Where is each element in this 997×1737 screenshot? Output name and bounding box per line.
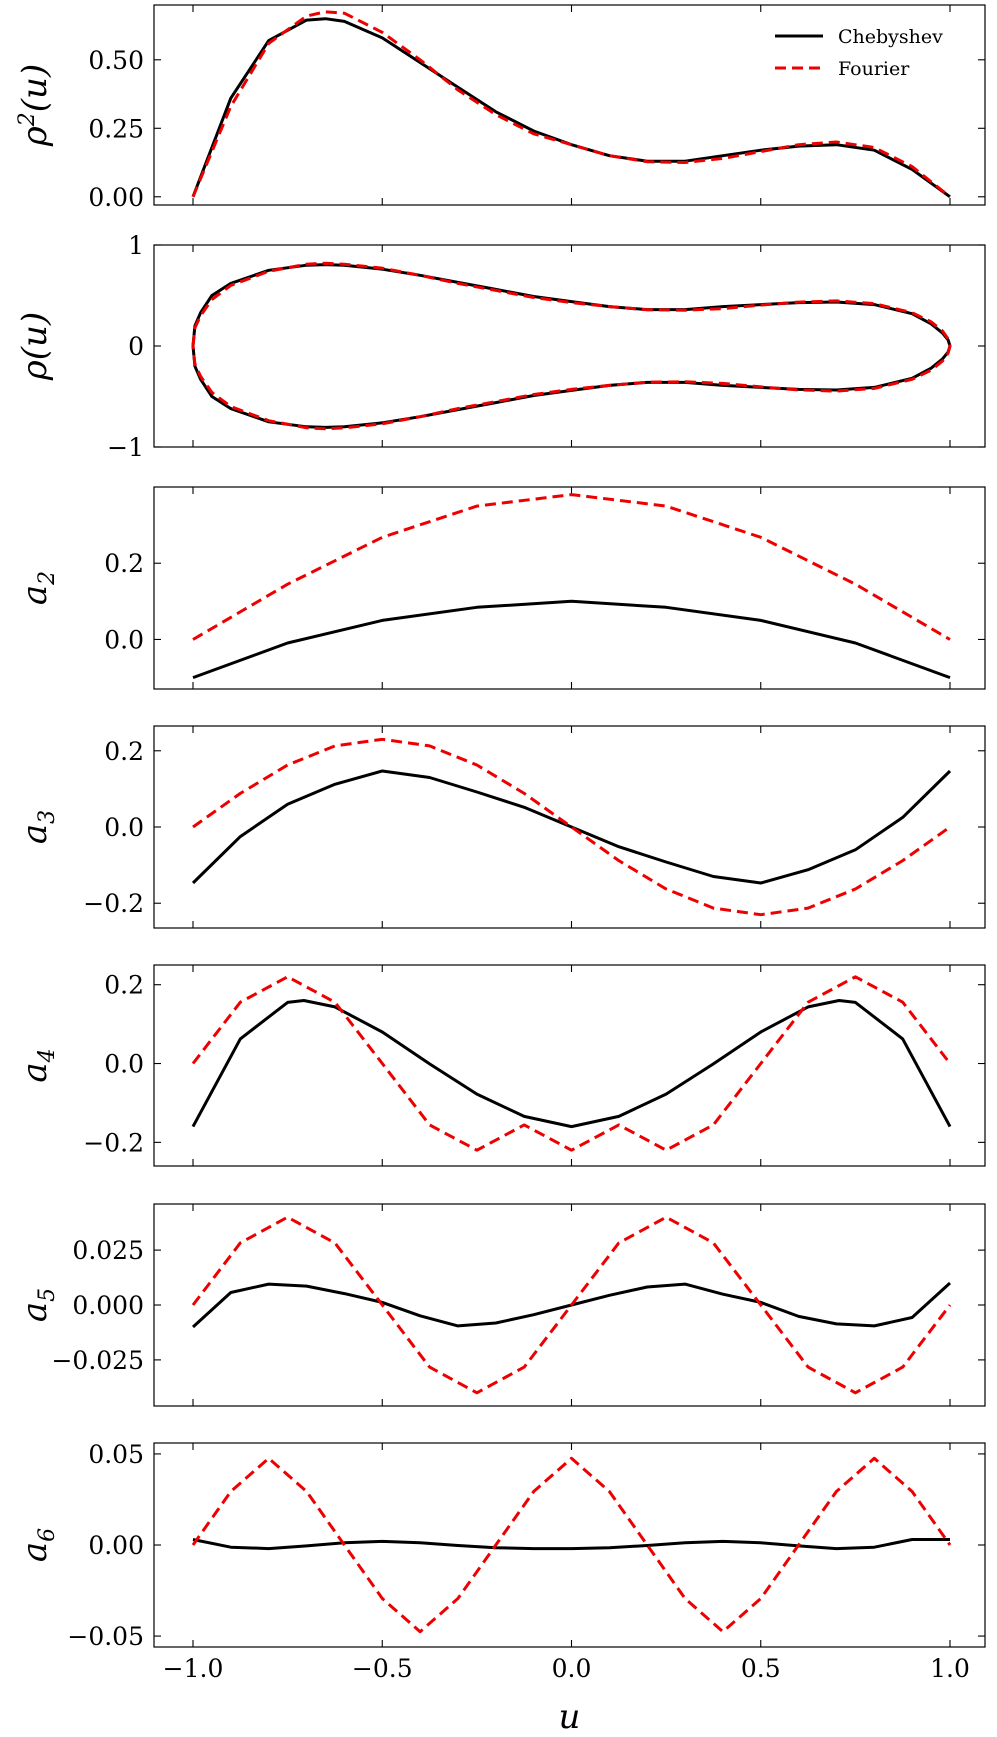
chebyshev-series-line (191, 999, 952, 1129)
chebyshev-series-line (192, 1538, 950, 1551)
panel-frame (153, 964, 986, 1167)
fourier-series-line (191, 10, 951, 198)
panel-a3: −0.2 0.0 0.2 a3 (15, 725, 986, 929)
y-tick-label: 0.2 (104, 737, 144, 766)
y-tick-label: 0.0 (104, 625, 144, 654)
y-tick-label: 0.50 (88, 46, 144, 75)
y-axis-label-argument: (u) (15, 312, 55, 360)
y-axis-label: a5 (15, 1288, 60, 1322)
y-axis-label-main: ρ (15, 126, 55, 147)
y-tick-label: 0.025 (72, 1236, 144, 1265)
y-axis-label: a2 (15, 571, 60, 605)
x-tick-label: 1.0 (930, 1654, 970, 1683)
fourier-series-line (191, 1215, 952, 1395)
panel-frame (153, 1442, 986, 1648)
y-axis-label-subscript: 4 (35, 1048, 60, 1063)
y-axis-label-argument: (u) (15, 64, 55, 112)
y-axis-label-main: a (15, 1302, 55, 1322)
y-axis-label-main: ρ (15, 360, 55, 381)
y-axis-label-main: a (15, 585, 55, 605)
chebyshev-series-line (192, 599, 951, 680)
y-axis-label-subscript: 5 (35, 1288, 60, 1302)
y-tick-label: 0.00 (88, 183, 144, 212)
y-tick-label: 0.000 (72, 1291, 144, 1320)
fourier-series-line (191, 261, 952, 431)
y-axis-label: a6 (15, 1528, 60, 1562)
y-tick-label: 0.2 (104, 549, 144, 578)
fourier-series-line (192, 493, 951, 641)
y-tick-label: −0.2 (83, 889, 144, 918)
y-axis-label-subscript: 6 (35, 1528, 60, 1542)
y-tick-label: −0.025 (51, 1346, 144, 1375)
x-tick-label: −0.5 (352, 1654, 413, 1683)
y-tick-label: 0.05 (88, 1440, 144, 1469)
y-tick-label: 0 (128, 332, 144, 361)
y-axis-label-superscript: 2 (15, 112, 40, 127)
panel-a4: −0.2 0.0 0.2 a4 (15, 964, 986, 1167)
fourier-series-line (192, 737, 951, 917)
y-axis-label-subscript: 2 (35, 571, 60, 586)
y-tick-label: −0.2 (83, 1128, 144, 1157)
y-tick-label: 0.0 (104, 813, 144, 842)
y-tick-label: 0.0 (104, 1050, 144, 1079)
y-axis-label-main: a (15, 824, 55, 844)
panel-frame (153, 4, 986, 206)
x-axis-label: u (559, 1697, 581, 1737)
chebyshev-series-line (191, 17, 951, 199)
chebyshev-series-line (191, 263, 952, 429)
y-axis-label-subscript: 3 (35, 810, 60, 824)
y-tick-label: −0.05 (67, 1622, 144, 1651)
y-tick-label: 0.2 (104, 971, 144, 1000)
y-tick-label: 1 (128, 231, 144, 260)
legend-label-fourier: Fourier (838, 58, 910, 80)
y-axis-label: a4 (15, 1048, 60, 1082)
panel-rho2: 0.00 0.25 0.50 ρ2(u) (15, 4, 986, 212)
y-tick-label: −1 (107, 433, 144, 462)
panel-a5: −0.025 0.000 0.025 a5 (15, 1203, 986, 1407)
panel-frame (153, 244, 986, 448)
y-tick-label: 0.25 (88, 114, 144, 143)
fourier-series-line (191, 975, 952, 1152)
y-axis-label-main: a (15, 1542, 55, 1562)
y-axis-label: ρ2(u) (15, 64, 55, 147)
y-axis-label: ρ(u) (15, 312, 55, 381)
x-tick-label: 0.5 (741, 1654, 781, 1683)
x-tick-label: 0.0 (552, 1654, 592, 1683)
y-axis-label: a3 (15, 810, 60, 844)
panel-a6: −1.0 −0.5 0.0 0.5 1.0 −0.05 0.00 0.05 a6 (15, 1440, 986, 1683)
legend: Chebyshev Fourier (775, 26, 943, 80)
chebyshev-series-line (191, 769, 952, 885)
fourier-series-line (191, 1456, 952, 1634)
panel-a2: 0.0 0.2 a2 (15, 486, 986, 690)
y-tick-label: 0.00 (88, 1531, 144, 1560)
y-axis-label-main: a (15, 1062, 55, 1082)
panel-frame (153, 486, 986, 690)
panel-rho: −1 0 1 ρ(u) (15, 231, 986, 462)
legend-label-chebyshev: Chebyshev (838, 26, 943, 48)
x-tick-label: −1.0 (163, 1654, 224, 1683)
